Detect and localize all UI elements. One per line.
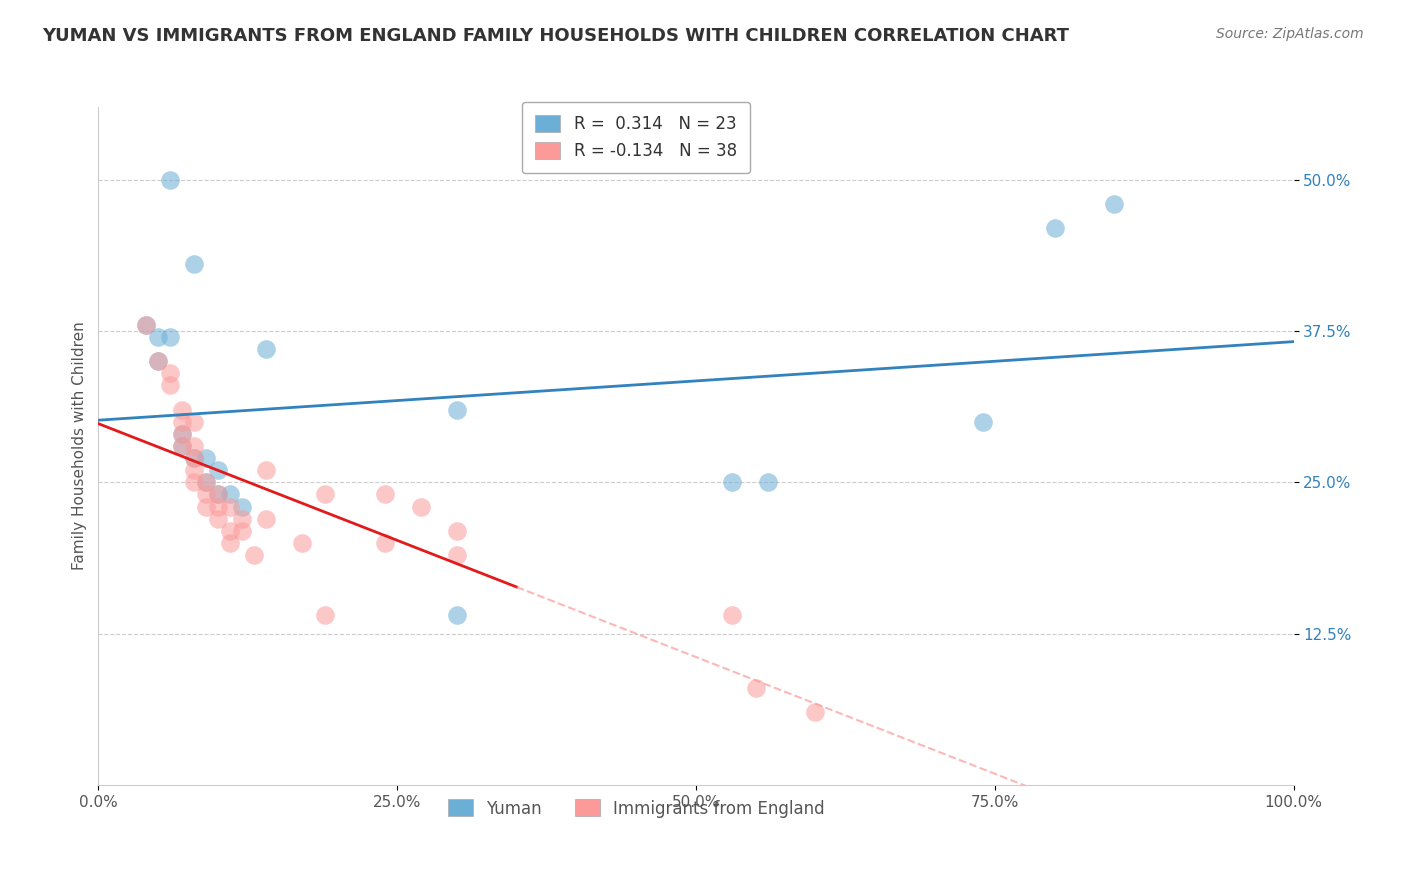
Point (254, 511, 277, 525)
Point (195, 500, 218, 514)
Point (231, 500, 253, 514)
Point (721, 475, 744, 490)
Point (172, 426, 194, 441)
Point (183, 257, 205, 271)
Y-axis label: Family Households with Children: Family Households with Children (72, 322, 87, 570)
Point (183, 451, 205, 466)
Point (159, 378, 181, 392)
Point (745, 681, 768, 695)
Point (159, 330, 181, 344)
Point (374, 536, 396, 550)
Point (135, 318, 157, 332)
Point (972, 415, 994, 429)
Point (135, 318, 157, 332)
Point (231, 511, 253, 525)
Point (254, 342, 277, 356)
Point (207, 511, 229, 525)
Point (148, 354, 170, 368)
Point (219, 500, 242, 514)
Text: YUMAN VS IMMIGRANTS FROM ENGLAND FAMILY HOUSEHOLDS WITH CHILDREN CORRELATION CHA: YUMAN VS IMMIGRANTS FROM ENGLAND FAMILY … (42, 27, 1069, 45)
Point (207, 463, 229, 477)
Point (446, 608, 468, 623)
Point (446, 524, 468, 538)
Point (374, 487, 396, 501)
Point (207, 500, 229, 514)
Point (411, 500, 433, 514)
Point (207, 487, 229, 501)
Point (183, 475, 205, 490)
Point (291, 536, 314, 550)
Point (721, 608, 744, 623)
Point (315, 608, 337, 623)
Point (1043, 221, 1066, 235)
Point (172, 439, 194, 453)
Point (756, 475, 779, 490)
Point (1104, 197, 1126, 211)
Point (219, 536, 242, 550)
Point (446, 548, 468, 562)
Point (219, 524, 242, 538)
Point (804, 706, 827, 720)
Point (195, 487, 218, 501)
Point (183, 451, 205, 466)
Point (231, 524, 253, 538)
Point (183, 439, 205, 453)
Point (148, 330, 170, 344)
Point (254, 463, 277, 477)
Point (159, 172, 181, 186)
Point (219, 487, 242, 501)
Point (172, 402, 194, 417)
Point (172, 415, 194, 429)
Point (159, 367, 181, 381)
Point (315, 487, 337, 501)
Point (183, 415, 205, 429)
Legend: Yuman, Immigrants from England: Yuman, Immigrants from England (434, 786, 838, 830)
Point (195, 475, 218, 490)
Point (195, 475, 218, 490)
Point (243, 548, 266, 562)
Point (195, 451, 218, 466)
Text: Source: ZipAtlas.com: Source: ZipAtlas.com (1216, 27, 1364, 41)
Point (207, 487, 229, 501)
Point (446, 402, 468, 417)
Point (148, 354, 170, 368)
Point (183, 463, 205, 477)
Point (172, 426, 194, 441)
Point (172, 439, 194, 453)
